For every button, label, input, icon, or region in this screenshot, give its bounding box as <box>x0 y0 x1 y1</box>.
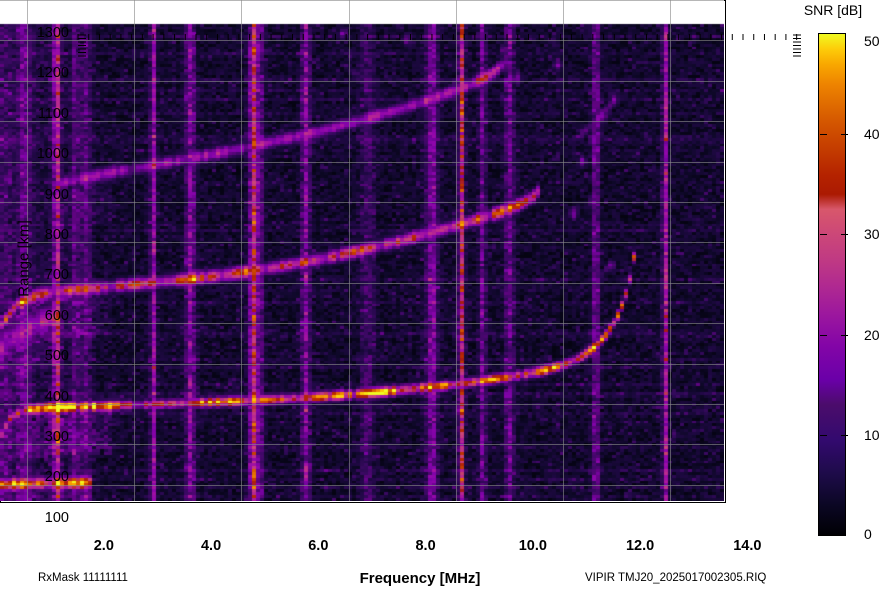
y-tick-600: 600 <box>44 307 69 324</box>
top-axis-ticks <box>77 34 801 57</box>
colorbar-tick-30: 30 <box>864 226 880 243</box>
colorbar-tickmark <box>820 334 827 336</box>
ionogram-plot-area[interactable] <box>0 0 726 503</box>
colorbar-tick-20: 20 <box>864 326 880 343</box>
y-tick-500: 500 <box>44 348 69 365</box>
y-tick-300: 300 <box>44 429 69 446</box>
x-tick-12.0: 12.0 <box>625 538 655 554</box>
file-identifier-label: VIPIR TMJ20_2025017002305.RIQ <box>585 572 767 584</box>
plot-gridlines <box>0 0 724 501</box>
colorbar-tick-labels: 0 10 20 30 40 50 <box>820 33 884 542</box>
x-tick-10.0: 10.0 <box>518 538 547 554</box>
colorbar-tickmark <box>820 133 827 135</box>
x-axis-tick-labels: 2.0 4.0 6.0 8.0 10.0 12.0 14.0 <box>77 538 803 560</box>
colorbar-tickmark <box>820 435 827 437</box>
y-axis-label: Range [km] <box>15 220 33 297</box>
colorbar-tickmark <box>841 234 848 236</box>
colorbar-gradient <box>818 33 846 536</box>
y-tick-100: 100 <box>44 509 69 526</box>
snr-colorbar[interactable]: 0 10 20 30 40 50 <box>818 33 880 542</box>
y-tick-1200: 1200 <box>36 65 69 82</box>
y-tick-200: 200 <box>44 469 69 486</box>
x-tick-14.0: 14.0 <box>733 538 762 554</box>
colorbar-tickmark <box>841 435 848 437</box>
y-tick-700: 700 <box>44 267 69 284</box>
y-tick-1300: 1300 <box>36 25 69 41</box>
y-tick-900: 900 <box>44 186 69 203</box>
ionogram-heatmap-canvas <box>0 0 724 501</box>
y-axis-tick-labels: 100 200 300 400 500 600 700 800 900 1000 1100 1200 1… <box>0 25 73 536</box>
x-tick-6.0: 6.0 <box>308 538 329 554</box>
y-tick-1100: 1100 <box>37 105 69 122</box>
x-tick-8.0: 8.0 <box>415 538 436 554</box>
colorbar-tickmark <box>841 133 848 135</box>
colorbar-tickmark <box>841 334 848 336</box>
colorbar-tick-50: 50 <box>864 33 880 49</box>
colorbar-tickmark <box>820 234 827 236</box>
colorbar-tick-10: 10 <box>864 427 880 444</box>
rxmask-label: RxMask 11111111 <box>38 572 128 584</box>
y-tick-400: 400 <box>44 388 69 405</box>
y-tick-1000: 1000 <box>36 146 69 163</box>
colorbar-tick-0: 0 <box>864 526 872 542</box>
x-tick-4.0: 4.0 <box>200 538 222 554</box>
x-tick-2.0: 2.0 <box>93 538 114 554</box>
colorbar-title: SNR [dB] <box>803 2 863 18</box>
colorbar-tick-40: 40 <box>864 125 880 142</box>
y-tick-800: 800 <box>44 227 69 244</box>
x-axis-label: Frequency [MHz] <box>359 570 481 587</box>
